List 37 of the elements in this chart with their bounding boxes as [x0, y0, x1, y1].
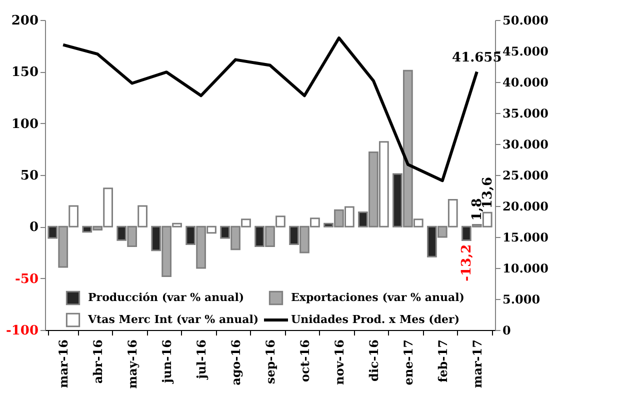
y2-tick-label: 30.000: [502, 138, 548, 152]
data-label: -13,2: [459, 244, 474, 282]
x-tick-label: feb-17: [436, 340, 450, 382]
x-tick-label: mar-16: [56, 340, 71, 388]
legend-label: Exportaciones (var % anual): [291, 291, 464, 304]
x-tick-label: jun-16: [160, 340, 174, 384]
x-tick-label: ene-17: [401, 340, 416, 386]
y2-tick-label: 35.000: [502, 106, 548, 120]
y-tick-label: -100: [6, 324, 38, 338]
y-tick-label: 100: [11, 116, 38, 132]
legend-label: Producción (var % anual): [88, 291, 244, 304]
x-tick-label: nov-16: [332, 340, 346, 385]
x-tick-label: may-16: [126, 340, 140, 389]
y2-tick-label: 0: [502, 324, 511, 338]
y-tick-label: 0: [29, 220, 38, 236]
data-label: 41.655: [452, 50, 502, 66]
y2-tick-label: 40.000: [502, 76, 548, 90]
x-tick-label: dic-16: [366, 340, 381, 382]
x-tick-label: ago-16: [229, 340, 244, 386]
x-tick-label: jul-16: [194, 340, 209, 380]
y2-tick-label: 5.000: [502, 292, 540, 306]
legend-label: Unidades Prod. x Mes (der): [291, 313, 460, 326]
y-tick-label: 50: [20, 168, 38, 184]
y2-tick-label: 15.000: [502, 230, 548, 244]
y2-tick-label: 10.000: [502, 262, 548, 276]
legend-label: Vtas Merc Int (var % anual): [87, 313, 259, 326]
y2-tick-label: 20.000: [502, 200, 548, 214]
x-tick-label: sep-16: [264, 340, 278, 384]
x-tick-label: mar-17: [470, 340, 484, 388]
y-tick-label: 200: [11, 14, 38, 28]
y-tick-label: 150: [11, 65, 38, 80]
y2-tick-label: 25.000: [502, 168, 548, 182]
y2-tick-label: 50.000: [502, 14, 548, 28]
x-tick-label: oct-16: [298, 340, 312, 382]
y2-tick-label: 45.000: [502, 44, 548, 58]
y-tick-label: -50: [15, 272, 38, 287]
x-tick-label: abr-16: [91, 340, 106, 384]
